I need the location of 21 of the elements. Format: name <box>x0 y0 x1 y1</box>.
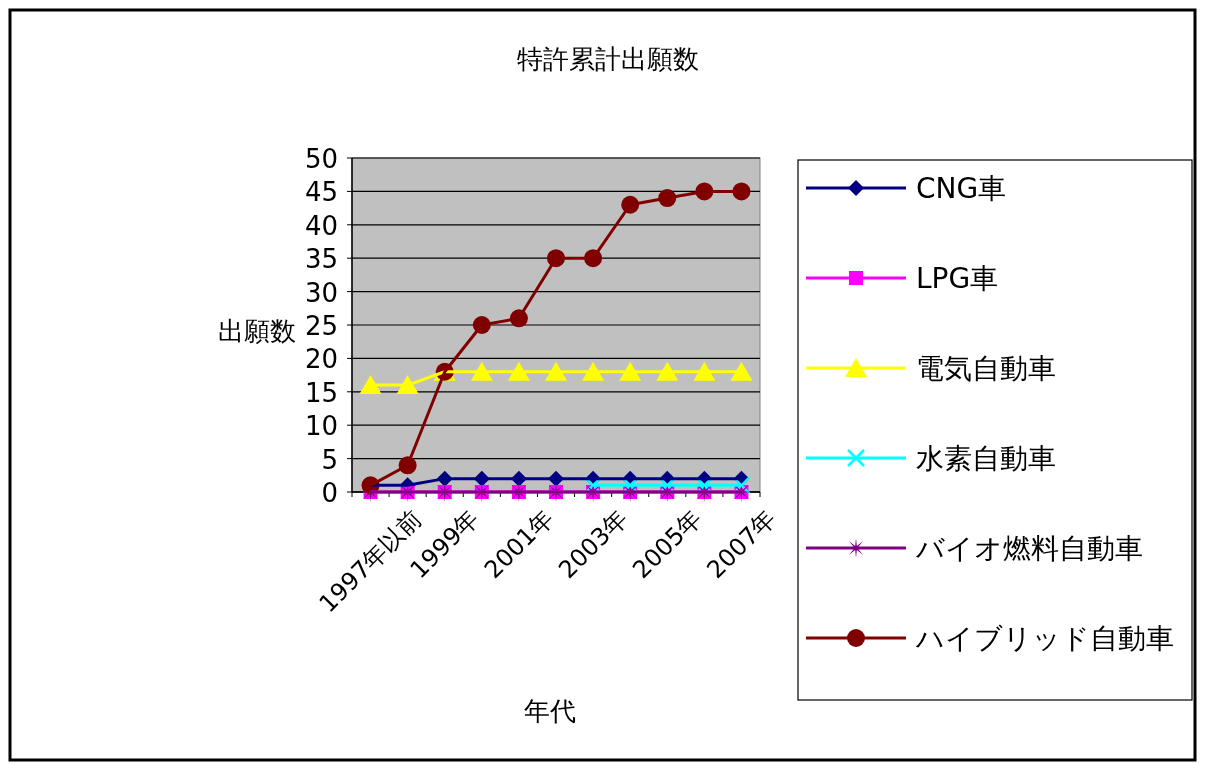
legend-label: ハイブリッド自動車 <box>915 622 1174 655</box>
y-tick-label: 35 <box>304 244 338 275</box>
y-tick-label: 30 <box>304 277 338 308</box>
chart-title: 特許累計出願数 <box>517 44 699 74</box>
legend-label: CNG車 <box>916 172 1007 205</box>
legend-label: LPG車 <box>916 262 999 295</box>
y-tick-label: 15 <box>304 377 338 408</box>
legend-label: 水素自動車 <box>916 442 1056 475</box>
y-tick-label: 50 <box>304 144 338 174</box>
y-tick-label: 40 <box>304 210 338 241</box>
point <box>730 361 753 381</box>
x-axis-title: 年代 <box>524 696 576 726</box>
y-tick-label: 5 <box>321 444 338 475</box>
y-tick-label: 45 <box>304 177 338 208</box>
y-axis-title: 出願数 <box>218 316 296 346</box>
y-tick-label: 25 <box>304 311 338 341</box>
y-tick-label: 0 <box>321 478 338 508</box>
legend-label: バイオ燃料自動車 <box>915 532 1143 565</box>
y-tick-label: 10 <box>304 411 338 442</box>
y-tick-label: 20 <box>304 344 338 375</box>
legend-label: 電気自動車 <box>916 352 1056 385</box>
